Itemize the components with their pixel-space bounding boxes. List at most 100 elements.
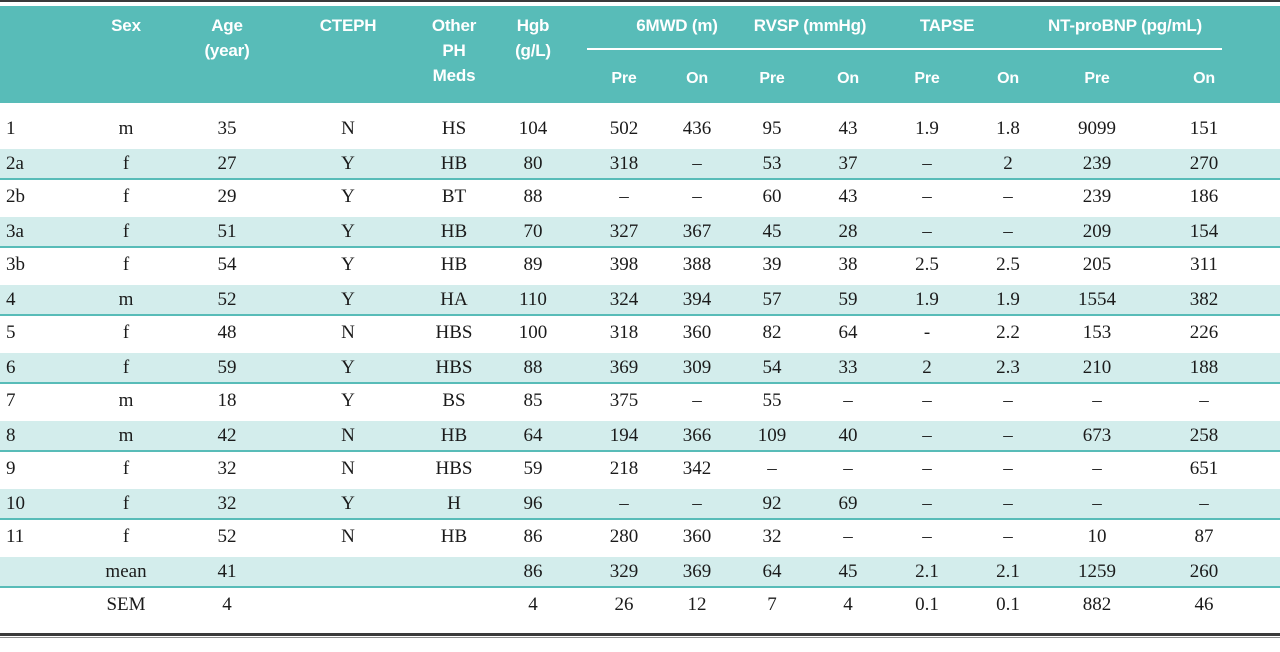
- data-cell: 54: [217, 254, 237, 275]
- data-cell: 280: [609, 526, 639, 547]
- table-row: 9 f 32 N HBS 59 218 342 – – – – – 651: [0, 452, 1280, 486]
- data-cell: 0.1: [915, 594, 939, 615]
- data-cell: 26: [614, 594, 634, 615]
- data-cell: Y: [266, 214, 430, 248]
- header-body-gap: [0, 103, 1280, 112]
- col-header-id: [0, 6, 64, 103]
- data-cell: HB: [430, 146, 478, 180]
- header-group-underline: [587, 48, 1222, 50]
- sub-header-rvsp-on: On: [810, 54, 887, 103]
- data-cell: [430, 554, 478, 588]
- data-cell: f: [64, 214, 188, 248]
- table-row: mean 41 86 329 369 64 45 2.1 2.1 1259 260: [0, 554, 1280, 588]
- row-id-cell: [0, 554, 64, 588]
- data-cell: –: [692, 390, 702, 411]
- data-cell: –: [1003, 526, 1013, 547]
- data-cell: 80: [478, 146, 588, 180]
- data-cell: [266, 588, 430, 622]
- data-cell: 88: [523, 186, 543, 207]
- data-cell: 51: [188, 214, 266, 248]
- table-row: 6 f 59 Y HBS 88 369 309 54 33 2 2.3 210 188: [0, 350, 1280, 384]
- col-header-age: Age (year): [188, 6, 266, 103]
- data-cell: Y: [266, 350, 430, 384]
- data-cell: 33: [810, 350, 887, 384]
- data-cell: 360: [682, 322, 712, 343]
- data-cell: 27: [188, 146, 266, 180]
- data-cell: 1.8: [996, 118, 1020, 139]
- data-cell: 2.5: [915, 254, 939, 275]
- data-cell: 53: [734, 146, 810, 180]
- data-cell: m: [118, 118, 134, 139]
- table-row: 10 f 32 Y H 96– –92 69– – – –: [0, 486, 1280, 520]
- data-cell: H: [430, 486, 478, 520]
- data-cell: –: [619, 186, 629, 207]
- data-cell: 59: [523, 458, 543, 479]
- data-cell: Y: [341, 186, 355, 207]
- data-cell: 360: [682, 526, 712, 547]
- data-cell: 2.1: [968, 554, 1049, 588]
- row-id-cell: 11: [6, 526, 25, 547]
- data-cell: 110: [478, 282, 588, 316]
- row-id-cell: 8: [0, 418, 64, 452]
- data-cell: Y: [266, 146, 430, 180]
- data-cell: –: [968, 418, 1049, 452]
- data-cell: 10: [1087, 526, 1107, 547]
- col-header-hgb: Hgb (g/L): [478, 6, 588, 103]
- table-row: 8 m 42 N HB 64 194 366 109 40– –673 258: [0, 418, 1280, 452]
- spacer-cell: [0, 103, 1280, 112]
- data-cell: 502: [609, 118, 639, 139]
- data-cell: 369: [660, 554, 734, 588]
- data-cell: –: [1003, 186, 1013, 207]
- data-cell: –: [1146, 486, 1280, 520]
- sub-header-6mwd-on: On: [660, 54, 734, 103]
- data-cell: 342: [682, 458, 712, 479]
- data-cell: –: [588, 486, 660, 520]
- data-cell: 311: [1190, 254, 1218, 275]
- data-cell: 260: [1146, 554, 1280, 588]
- table-row: 3a f 51 Y HB 70 327 367 45 28– –209 154: [0, 214, 1280, 248]
- row-id-cell: 1: [6, 118, 16, 139]
- bottom-border-light-line: [0, 637, 1280, 638]
- data-cell: -: [923, 322, 931, 343]
- data-cell: –: [1199, 390, 1209, 411]
- data-cell: [266, 554, 430, 588]
- data-cell: 375: [609, 390, 639, 411]
- data-cell: 100: [518, 322, 548, 343]
- sub-header-rvsp-pre: Pre: [734, 54, 810, 103]
- data-cell: 40: [810, 418, 887, 452]
- col-header-meds-line3: Meds: [432, 66, 476, 85]
- header-group-row: Sex Age (year) CTEPH Other PH Meds Hgb (…: [0, 6, 1280, 103]
- data-cell: BS: [442, 390, 466, 411]
- row-id-cell: 3b: [6, 254, 25, 275]
- data-cell: N: [341, 322, 355, 343]
- col-header-age-line1: Age: [211, 16, 243, 35]
- data-cell: 0.1: [996, 594, 1020, 615]
- data-cell: 29: [217, 186, 237, 207]
- sub-header-6mwd-pre: Pre: [588, 54, 660, 103]
- row-id-cell: 2b: [6, 186, 25, 207]
- data-cell: 327: [588, 214, 660, 248]
- data-cell: 4: [843, 594, 853, 615]
- col-header-sex: Sex: [64, 6, 188, 103]
- data-cell: 239: [1082, 186, 1112, 207]
- bottom-border-dark-line: [0, 633, 1280, 636]
- data-cell: 86: [478, 554, 588, 588]
- col-header-hgb-line2: (g/L): [515, 41, 551, 60]
- data-cell: 210: [1048, 350, 1147, 384]
- col-header-cteph: CTEPH: [266, 6, 430, 103]
- data-cell: 398: [609, 254, 639, 275]
- data-cell: 37: [810, 146, 887, 180]
- data-cell: –: [1092, 458, 1102, 479]
- data-cell: –: [922, 458, 932, 479]
- sub-header-tapse-pre: Pre: [886, 54, 969, 103]
- data-cell: 188: [1146, 350, 1280, 384]
- data-cell: BT: [441, 186, 467, 207]
- data-cell: –: [843, 526, 853, 547]
- data-cell: f: [64, 146, 188, 180]
- data-cell: 2.3: [968, 350, 1049, 384]
- sub-header-tapse-on: On: [968, 54, 1049, 103]
- col-header-meds-line1: Other: [431, 16, 477, 35]
- data-cell: 151: [1189, 118, 1219, 139]
- row-id-cell: 2a: [0, 146, 64, 180]
- data-cell: 35: [217, 118, 237, 139]
